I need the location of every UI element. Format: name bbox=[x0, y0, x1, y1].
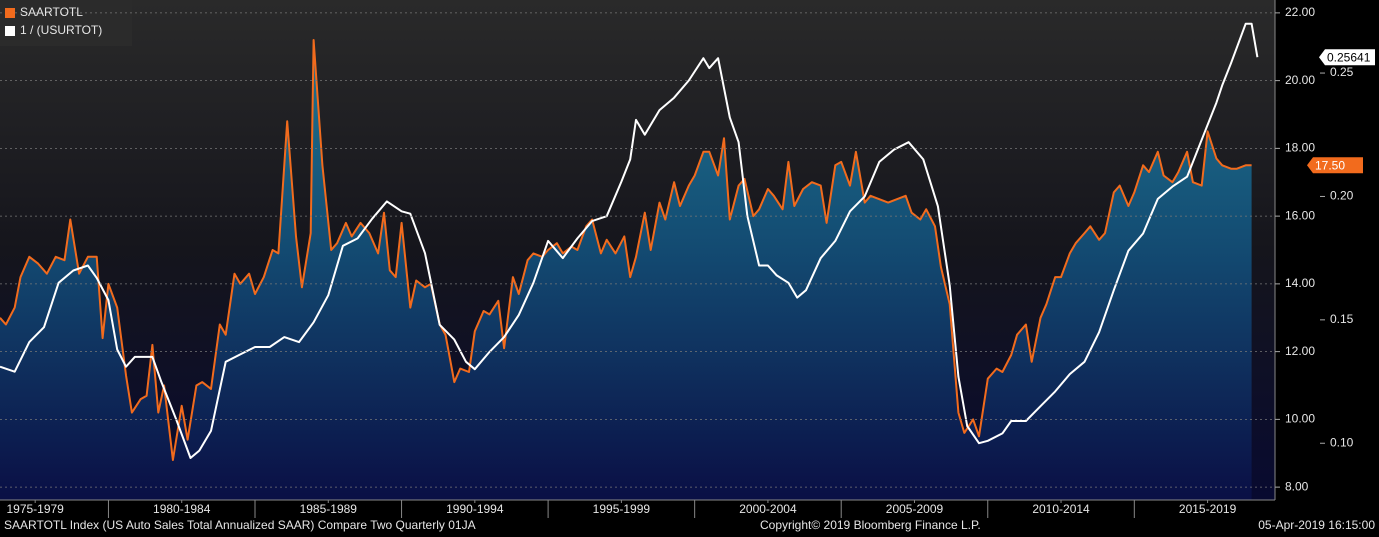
x-tick-label: 1995-1999 bbox=[593, 502, 651, 516]
y2-tick-label: 0.15 bbox=[1330, 312, 1354, 326]
y-tick-label: 14.00 bbox=[1285, 276, 1315, 290]
x-tick-label: 2010-2014 bbox=[1032, 502, 1090, 516]
series-line bbox=[0, 22, 1259, 459]
y-tick-label: 22.00 bbox=[1285, 5, 1315, 19]
legend-swatch bbox=[5, 26, 15, 36]
y-tick-label: 16.00 bbox=[1285, 208, 1315, 222]
y2-tick-label: 0.25 bbox=[1330, 65, 1354, 79]
end-label: 0.25641 bbox=[1327, 50, 1371, 64]
y-tick-label: 12.00 bbox=[1285, 344, 1315, 358]
legend-label: 1 / (USURTOT) bbox=[20, 23, 102, 37]
x-tick-label: 1975-1979 bbox=[6, 502, 64, 516]
legend-box bbox=[0, 0, 132, 46]
footer-center: Copyright© 2019 Bloomberg Finance L.P. bbox=[760, 518, 981, 532]
footer-right: 05-Apr-2019 16:15:00 bbox=[1258, 518, 1375, 532]
x-tick-label: 2000-2004 bbox=[739, 502, 797, 516]
y-tick-label: 20.00 bbox=[1285, 73, 1315, 87]
x-tick-label: 2015-2019 bbox=[1179, 502, 1237, 516]
legend-label: SAARTOTL bbox=[20, 5, 83, 19]
y-tick-label: 8.00 bbox=[1285, 479, 1309, 493]
x-tick-label: 1985-1989 bbox=[300, 502, 358, 516]
y-tick-label: 18.00 bbox=[1285, 141, 1315, 155]
series-line bbox=[0, 39, 1252, 461]
footer-left: SAARTOTL Index (US Auto Sales Total Annu… bbox=[4, 518, 476, 532]
x-axis-strip bbox=[0, 500, 1275, 518]
end-label: 17.50 bbox=[1315, 158, 1345, 172]
x-tick-label: 2005-2009 bbox=[886, 502, 944, 516]
end-label-box bbox=[1307, 157, 1363, 174]
x-tick-label: 1980-1984 bbox=[153, 502, 211, 516]
legend-swatch bbox=[5, 8, 15, 18]
y2-tick-label: 0.10 bbox=[1330, 435, 1354, 449]
end-label-box bbox=[1319, 49, 1375, 66]
y-tick-label: 10.00 bbox=[1285, 412, 1315, 426]
x-tick-label: 1990-1994 bbox=[446, 502, 504, 516]
plot bbox=[0, 22, 1259, 500]
area bbox=[0, 40, 1252, 500]
y2-tick-label: 0.20 bbox=[1330, 189, 1354, 203]
